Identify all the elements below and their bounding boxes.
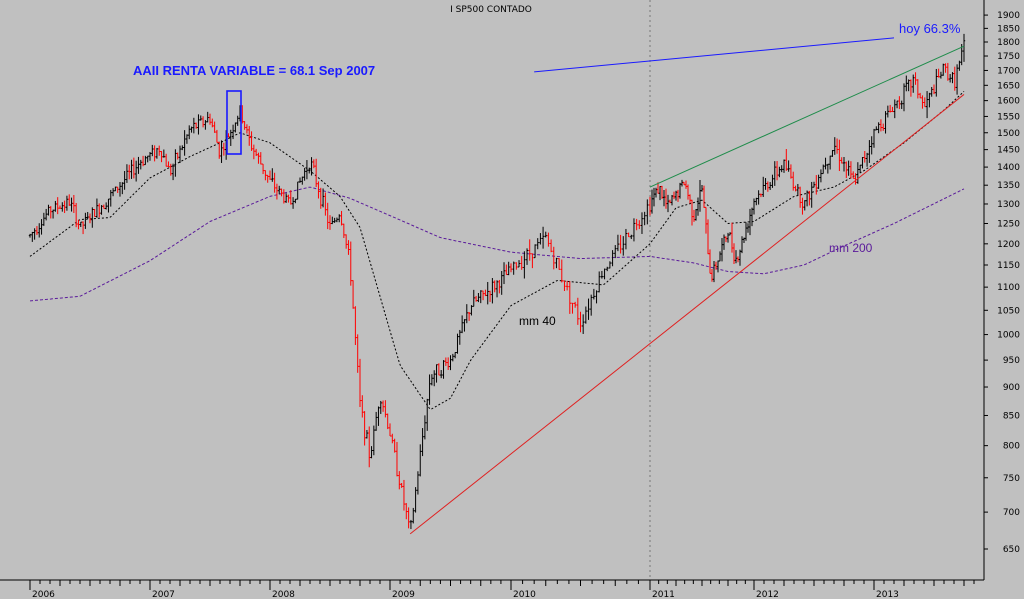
annotation-layer: I SP500 CONTADO AAII RENTA VARIABLE = 68… bbox=[133, 5, 961, 328]
sma200-line bbox=[29, 186, 965, 302]
x-tick-label: 2006 bbox=[32, 590, 55, 599]
mm40-label: mm 40 bbox=[519, 314, 556, 328]
y-tick-label: 950 bbox=[1003, 356, 1020, 366]
sma200-layer bbox=[29, 186, 965, 302]
y-tick-label: 700 bbox=[1003, 508, 1020, 518]
y-tick-label: 1850 bbox=[997, 24, 1020, 34]
y-tick-label: 900 bbox=[1003, 383, 1020, 393]
aaii-highlight-box bbox=[226, 90, 242, 155]
x-tick-label: 2009 bbox=[392, 590, 415, 599]
y-tick-label: 1050 bbox=[997, 306, 1020, 316]
trendlines-layer bbox=[226, 37, 965, 535]
y-tick-label: 1500 bbox=[997, 129, 1020, 139]
y-tick-label: 1000 bbox=[997, 331, 1020, 341]
y-tick-label: 1200 bbox=[997, 240, 1020, 250]
y-tick-label: 1800 bbox=[997, 38, 1020, 48]
x-axis-panel bbox=[0, 580, 1024, 599]
y-tick-label: 800 bbox=[1003, 442, 1020, 452]
trendline-support bbox=[409, 94, 965, 535]
x-tick-label: 2008 bbox=[272, 590, 295, 599]
y-tick-label: 650 bbox=[1003, 545, 1020, 555]
x-tick-label: 2012 bbox=[756, 590, 779, 599]
x-tick-label: 2013 bbox=[876, 590, 899, 599]
y-tick-label: 1100 bbox=[997, 283, 1020, 293]
y-tick-label: 1150 bbox=[997, 261, 1020, 271]
hoy-annotation: hoy 66.3% bbox=[899, 21, 961, 36]
y-tick-label: 1650 bbox=[997, 81, 1020, 91]
y-tick-label: 1550 bbox=[997, 112, 1020, 122]
y-tick-label: 1400 bbox=[997, 163, 1020, 173]
trendline-sentiment bbox=[534, 37, 895, 73]
y-tick-label: 1750 bbox=[997, 52, 1020, 62]
y-tick-label: 850 bbox=[1003, 411, 1020, 421]
mm200-label: mm 200 bbox=[829, 241, 873, 255]
y-axis-panel bbox=[984, 0, 1024, 580]
y-tick-label: 1350 bbox=[997, 181, 1020, 191]
x-tick-label: 2007 bbox=[152, 590, 175, 599]
y-tick-label: 1300 bbox=[997, 200, 1020, 210]
y-tick-label: 1600 bbox=[997, 97, 1020, 107]
x-tick-label: 2011 bbox=[652, 590, 675, 599]
y-tick-label: 1450 bbox=[997, 146, 1020, 156]
x-tick-label: 2010 bbox=[513, 590, 536, 599]
candles-layer bbox=[28, 33, 966, 530]
trendline-resistance bbox=[649, 45, 965, 188]
chart-title: I SP500 CONTADO bbox=[450, 5, 532, 15]
y-tick-label: 1900 bbox=[997, 11, 1020, 21]
y-tick-label: 1250 bbox=[997, 220, 1020, 230]
y-tick-label: 1700 bbox=[997, 66, 1020, 76]
y-tick-label: 750 bbox=[1003, 474, 1020, 484]
aaii-annotation: AAII RENTA VARIABLE = 68.1 Sep 2007 bbox=[133, 63, 375, 78]
